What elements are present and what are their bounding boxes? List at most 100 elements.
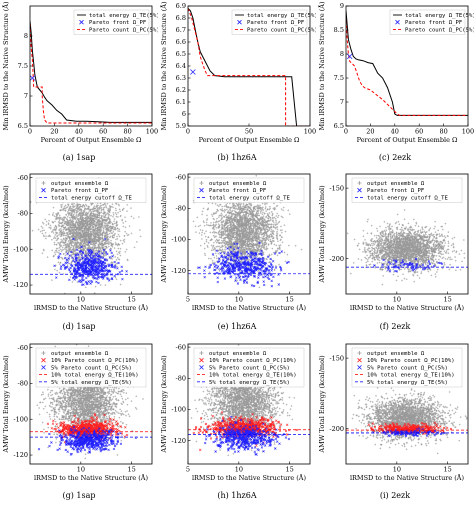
legend-label: 10% total energy Ω_TE(10%) [367,373,455,379]
y-tick-label: 6.2 [176,86,186,94]
x-tick-label: 10 [235,466,243,474]
y-tick-label: -100 [13,245,28,253]
x-tick-label: 15 [286,466,294,474]
legend-item-0: output ensemble Ω [199,181,267,187]
chart-svg: 10 15 -120 -100 -80 -60 lRMSD to the Native St… [2,173,153,312]
ensemble-points [346,209,466,286]
legend-item-2: 5% Pareto count Ω_PC(5%) [357,365,448,371]
y-tick-label: 8.5 [334,26,344,34]
x-tick-label: 20 [366,128,374,136]
legend-label: Pareto front Ω_PF [367,188,425,194]
y-tick-label: -120 [13,451,28,459]
legend-swatch [199,365,204,370]
caption-g: (g) 1sap [62,491,96,500]
plot-area [188,8,310,126]
legend-label: output ensemble Ω [367,351,425,357]
legend-swatch [199,187,204,193]
legend-item-1: 10% Pareto count Ω_PC(10%) [357,357,455,364]
legend-label: 5% total energy Ω_TE(5%) [209,380,290,386]
legend-swatch [237,19,242,25]
series-output-ensemble [351,382,468,455]
x-tick-label: 0 [186,128,190,136]
x-tick-label: 15 [444,296,452,304]
x-tick-label: 60 [99,128,107,136]
y-axis-label: AMW Total Energy (kcal/mol) [318,185,326,284]
legend-item-1: Pareto front Ω_PF [237,19,305,26]
x-axis-label: lRMSD to the Native Structure (Å) [192,473,307,482]
pareto-front-marker [190,69,196,75]
legend-label: Pareto count Ω_PC(5%) [405,27,474,33]
legend-label: Pareto count Ω_PC(5%) [247,27,316,33]
plot-area [188,174,310,289]
series-output-ensemble [346,209,466,286]
legend-label: total energy cutoff Ω_TE [51,195,132,201]
chart-panel-d: 10 15 -120 -100 -80 -60 lRMSD to the Native St… [0,168,158,318]
y-tick-label: -200 [329,255,344,263]
caption-b: (b) 1hz6A [217,153,257,162]
y-tick-label: 6.4 [176,62,186,70]
legend-item-1: Pareto front Ω_PF [395,19,463,26]
legend-label: total energy cutoff Ω_TE [209,195,290,201]
legend-label: output ensemble Ω [51,181,109,187]
caption-d: (d) 1sap [62,322,96,331]
y-tick-label: 5.9 [176,122,186,130]
x-tick-label: 5 [186,296,190,304]
legend: total energy Ω_TE(5%)Pareto front Ω_PFPa… [389,9,474,35]
y-tick-label: 7 [24,92,28,100]
y-tick-label: 6.3 [176,74,186,82]
x-tick-label: 40 [75,128,83,136]
legend-item-4: 5% total energy Ω_TE(5%) [197,380,290,386]
y-tick-label: 6 [182,110,186,118]
x-axis-label: lRMSD to the Native Structure (Å) [34,303,149,312]
chart-svg: 10 15 -120 -100 -80 -60 lRMSD to the Native St… [2,343,153,482]
legend: total energy Ω_TE(5%)Pareto front Ω_PFPa… [73,9,158,35]
x-axis-label: lRMSD to the Native Structure (Å) [34,473,149,482]
y-tick-label: 6.6 [176,38,186,46]
legend-swatch [199,181,204,185]
y-tick-label: 9 [340,2,344,10]
legend-label: total energy cutoff Ω_TE [367,195,448,201]
legend-label: Pareto front Ω_PF [247,20,305,26]
caption-h: (h) 1hz6A [217,491,257,500]
legend-item-0: output ensemble Ω [357,181,425,187]
x-tick-label: 10 [393,466,401,474]
y-axis-label: AMW Total Energy (kcal/mol) [160,185,168,284]
y-tick-label: -120 [171,267,186,275]
legend-item-2: 5% Pareto count Ω_PC(5%) [199,365,290,371]
y-tick-label: -60 [176,343,186,351]
plot-area [188,344,310,457]
legend-label: 5% Pareto count Ω_PC(5%) [51,365,132,371]
x-tick-label: 0 [28,128,32,136]
series-line-1 [30,23,152,124]
legend-label: Pareto front Ω_PF [51,188,109,194]
x-tick-label: 5 [186,466,190,474]
plot-frame [187,173,311,295]
legend-item-0: total energy Ω_TE(5%) [77,13,158,19]
legend-label: 10% total energy Ω_TE(10%) [209,373,297,379]
legend-item-0: total energy Ω_TE(5%) [393,13,474,19]
y-tick-label: -150 [329,184,344,192]
y-tick-label: 6.9 [176,2,186,10]
legend-swatch [357,187,362,193]
y-axis-label: AMW Total Energy (kcal/mol) [2,185,10,284]
plot-frame [187,343,311,465]
series-line-0 [346,10,468,116]
legend-swatch [357,357,362,363]
series-line-0 [188,8,310,126]
y-tick-label: 6.5 [18,122,28,130]
y-tick-label: 6.5 [176,50,186,58]
series-pareto-front [373,257,444,273]
legend-label: 10% total energy Ω_TE(10%) [51,373,139,379]
caption-c: (c) 2ezk [378,153,412,162]
legend-item-2: total energy cutoff Ω_TE [197,195,290,201]
series-pareto-front-points [373,257,444,273]
y-tick-label: -120 [171,437,186,445]
legend-item-1: Pareto front Ω_PF [41,187,109,194]
legend-label: Pareto front Ω_PF [89,20,147,26]
legend-item-4: 5% total energy Ω_TE(5%) [355,380,448,386]
legend-item-1: Pareto front Ω_PF [79,19,147,26]
legend-label: output ensemble Ω [367,181,425,187]
legend-swatch [41,365,46,370]
